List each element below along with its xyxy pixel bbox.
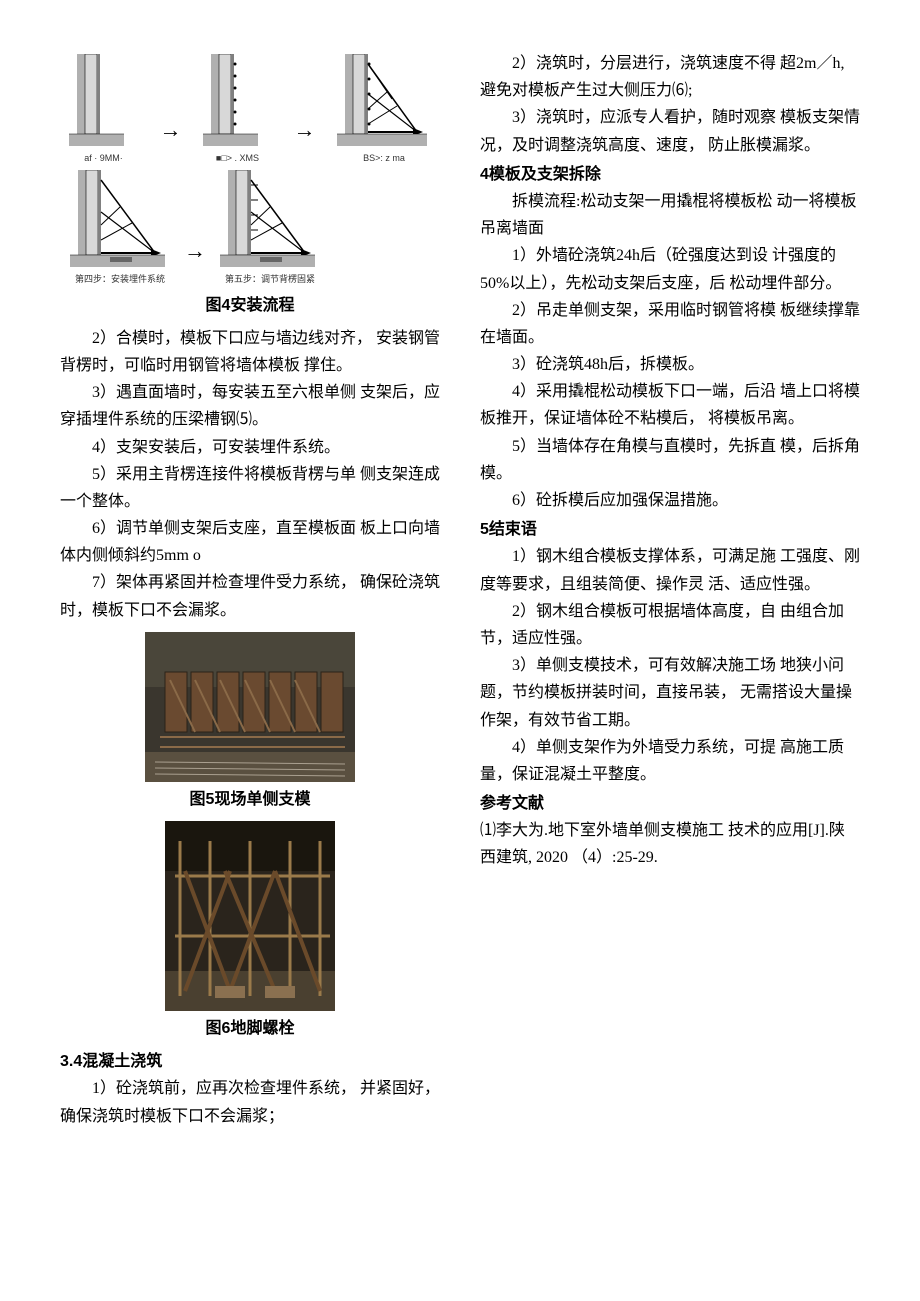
diagram-step2 xyxy=(203,54,273,149)
fig4-step5: 第五步：调节背楞固紧 xyxy=(220,170,320,287)
fig4-label2: ■□> . XMS xyxy=(216,151,259,166)
para: 1）砼浇筑前，应再次检查埋件系统， 并紧固好，确保浇筑时模板下口不会漏浆； xyxy=(60,1075,440,1129)
para: 6）调节单侧支架后支座，直至模板面 板上口向墙体内侧倾斜约5mm o xyxy=(60,515,440,569)
para: 拆模流程:松动支架一用撬棍将模板松 动一将模板吊离墙面 xyxy=(480,188,860,242)
para: 2）钢木组合模板可根据墙体高度，自 由组合加节，适应性强。 xyxy=(480,598,860,652)
fig4-step4: 第四步：安装埋件系统 xyxy=(70,170,170,287)
fig6-caption: 图6地脚螺栓 xyxy=(60,1015,440,1042)
heading-4: 4模板及支架拆除 xyxy=(480,161,860,188)
para: 6）砼拆模后应加强保温措施。 xyxy=(480,487,860,514)
fig5-caption: 图5现场单侧支模 xyxy=(60,786,440,813)
photo-anchor-bolt xyxy=(165,821,335,1011)
diagram-step1 xyxy=(69,54,139,149)
fig4-step3: BS>: z ma xyxy=(337,54,432,166)
para: 3）单侧支模技术，可有效解决施工场 地狭小问题，节约模板拼装时间，直接吊装， 无… xyxy=(480,652,860,734)
para: 1）钢木组合模板支撑体系，可满足施 工强度、刚度等要求，且组装简便、操作灵 活、… xyxy=(480,543,860,597)
para: 3）砼浇筑48h后，拆模板。 xyxy=(480,351,860,378)
fig6-photo xyxy=(60,821,440,1011)
para: 4）单侧支架作为外墙受力系统，可提 高施工质量，保证混凝土平整度。 xyxy=(480,734,860,788)
right-column: 2）浇筑时，分层进行，浇筑速度不得 超2m／h,避免对模板产生过大侧压力⑹; 3… xyxy=(480,50,860,1130)
fig4-label4: 第四步：安装埋件系统 xyxy=(75,272,165,287)
para: 2）浇筑时，分层进行，浇筑速度不得 超2m／h,避免对模板产生过大侧压力⑹; xyxy=(480,50,860,104)
heading-5: 5结束语 xyxy=(480,516,860,543)
diagram-step4 xyxy=(70,170,170,270)
para: 2）吊走单侧支架，采用临时钢管将模 板继续撑靠在墙面。 xyxy=(480,297,860,351)
para: 4）采用撬棍松动模板下口一端，后沿 墙上口将模板推开，保证墙体砼不粘模后， 将模… xyxy=(480,378,860,432)
para: 7）架体再紧固并检查埋件受力系统， 确保砼浇筑时，模板下口不会漏浆。 xyxy=(60,569,440,623)
para: 3）遇直面墙时，每安装五至六根单侧 支架后，应穿插埋件系统的压梁槽钢⑸。 xyxy=(60,379,440,433)
heading-34: 3.4混凝土浇筑 xyxy=(60,1048,440,1075)
para: 1）外墙砼浇筑24h后（砼强度达到设 计强度的50%以上），先松动支架后支座，后… xyxy=(480,242,860,296)
fig4-label5: 第五步：调节背楞固紧 xyxy=(225,272,315,287)
fig4-step2: ■□> . XMS xyxy=(203,54,273,166)
para: 3）浇筑时，应派专人看护，随时观察 模板支架情况，及时调整浇筑高度、速度， 防止… xyxy=(480,104,860,158)
arrow-icon: → xyxy=(290,111,320,166)
fig4-label1: af · 9MM· xyxy=(84,151,123,166)
fig4-step1: af · 9MM· xyxy=(69,54,139,166)
fig4-row1: af · 9MM· → ■□> . XMS → xyxy=(60,54,440,166)
arrow-icon: → xyxy=(156,111,186,166)
para: 5）当墙体存在角模与直模时，先拆直 模，后拆角模。 xyxy=(480,433,860,487)
fig5-photo xyxy=(60,632,440,782)
para: 4）支架安装后，可安装埋件系统。 xyxy=(60,434,440,461)
para: 5）采用主背楞连接件将模板背楞与单 侧支架连成一个整体。 xyxy=(60,461,440,515)
fig4-caption: 图4安装流程 xyxy=(60,292,440,319)
reference-item: ⑴李大为.地下室外墙单侧支模施工 技术的应用[J].陕西建筑, 2020 （4）… xyxy=(480,817,860,871)
fig4-row2: 第四步：安装埋件系统 → xyxy=(60,170,440,287)
diagram-step3 xyxy=(337,54,432,149)
arrow-icon: → xyxy=(180,232,210,287)
para: 2）合模时，模板下口应与墙边线对齐， 安装钢管背楞时，可临时用钢管将墙体模板 撑… xyxy=(60,325,440,379)
fig4-label3: BS>: z ma xyxy=(363,151,405,166)
diagram-step5 xyxy=(220,170,320,270)
photo-formwork xyxy=(145,632,355,782)
references-heading: 参考文献 xyxy=(480,790,860,817)
left-column: af · 9MM· → ■□> . XMS → xyxy=(60,50,440,1130)
